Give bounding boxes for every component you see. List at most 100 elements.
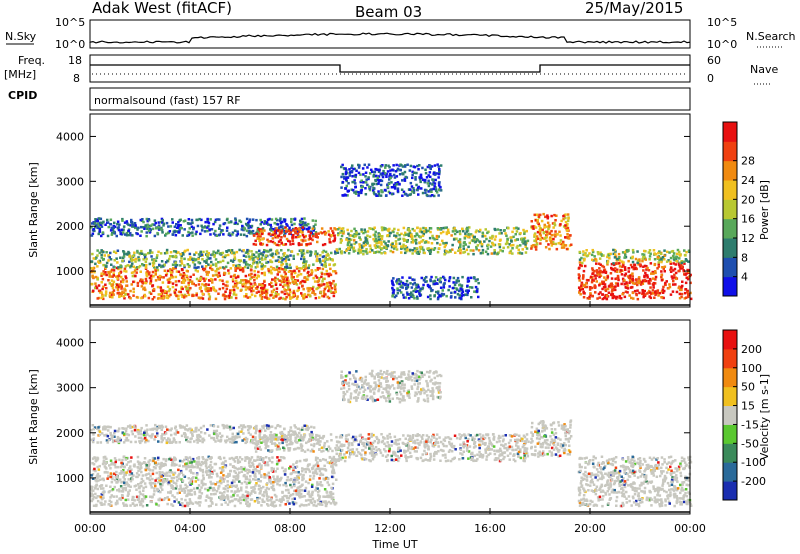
heat-cell xyxy=(539,234,542,237)
heat-cell xyxy=(566,232,569,236)
heat-cell xyxy=(261,459,265,462)
heat-cell xyxy=(427,241,430,244)
heat-cell xyxy=(386,183,389,187)
heat-cell xyxy=(160,465,163,468)
heat-cell xyxy=(284,257,287,261)
heat-cell xyxy=(544,236,547,240)
heat-cell xyxy=(583,292,586,295)
heat-cell xyxy=(265,293,268,297)
heat-cell xyxy=(281,285,285,288)
heat-cell xyxy=(417,286,420,289)
heat-cell xyxy=(273,493,277,497)
heat-cell xyxy=(320,484,324,487)
heat-cell xyxy=(293,222,296,226)
heat-cell xyxy=(448,276,452,279)
heat-cell xyxy=(354,173,358,177)
heat-cell xyxy=(580,286,583,289)
heat-cell xyxy=(290,296,294,299)
heat-cell xyxy=(266,461,269,464)
station-title: Adak West (fitACF) xyxy=(92,0,232,17)
heat-cell xyxy=(404,244,407,248)
heat-cell xyxy=(453,290,457,294)
heat-cell xyxy=(628,278,632,281)
heat-cell xyxy=(295,227,299,231)
heat-cell xyxy=(190,480,194,483)
heat-cell xyxy=(150,486,153,489)
heat-cell xyxy=(307,264,311,267)
heat-cell xyxy=(564,244,568,247)
heat-cell xyxy=(274,295,278,298)
heat-cell xyxy=(199,496,202,500)
heat-cell xyxy=(432,236,435,240)
heat-cell xyxy=(284,272,287,276)
heat-cell xyxy=(173,255,177,259)
heat-cell xyxy=(113,478,117,482)
heat-cell xyxy=(96,222,100,225)
heat-cell xyxy=(285,292,289,295)
heat-cell xyxy=(546,217,549,220)
heat-cell xyxy=(257,255,260,258)
heat-cell xyxy=(286,281,289,285)
heat-cell xyxy=(647,251,651,254)
heat-cell xyxy=(267,471,270,475)
heat-cell xyxy=(132,294,135,297)
heat-cell xyxy=(328,263,331,267)
heat-cell xyxy=(612,252,615,256)
heat-cell xyxy=(227,472,230,476)
heat-cell xyxy=(669,268,672,272)
heat-cell xyxy=(174,261,177,264)
heat-cell xyxy=(182,275,185,278)
heat-cell xyxy=(555,214,558,217)
heat-cell xyxy=(236,478,239,481)
heat-cell xyxy=(91,473,95,476)
heat-cell xyxy=(429,297,432,301)
heat-cell xyxy=(172,487,175,491)
heat-cell xyxy=(537,222,540,226)
heat-cell xyxy=(604,278,608,282)
heat-cell xyxy=(210,497,213,500)
heat-cell xyxy=(548,238,552,241)
heat-cell xyxy=(107,259,110,262)
heat-cell xyxy=(245,234,249,238)
heat-cell xyxy=(316,240,319,244)
heat-cell xyxy=(328,455,332,459)
heat-cell xyxy=(115,286,118,289)
heat-cell xyxy=(407,227,411,231)
heat-cell xyxy=(348,237,351,241)
heat-cell xyxy=(515,230,519,233)
heat-cell xyxy=(648,295,651,298)
date-title: 25/May/2015 xyxy=(585,0,683,17)
heat-cell xyxy=(279,238,282,242)
heat-cell xyxy=(207,465,211,469)
heat-cell xyxy=(401,179,404,182)
heat-cell xyxy=(145,464,148,467)
heat-cell xyxy=(154,259,158,262)
heat-cell xyxy=(181,479,185,482)
heat-cell xyxy=(273,229,277,233)
heat-cell xyxy=(283,220,287,223)
heat-cell xyxy=(409,248,412,252)
heat-cell xyxy=(123,269,126,273)
heat-cell xyxy=(648,255,652,258)
heat-cell xyxy=(244,263,248,266)
heat-cell xyxy=(272,288,276,292)
heat-cell xyxy=(222,487,225,490)
heat-cell xyxy=(143,497,147,500)
heat-cell xyxy=(110,279,114,282)
heat-cell xyxy=(648,291,652,294)
heat-cell xyxy=(205,289,208,293)
heat-cell xyxy=(188,232,192,235)
heat-cell xyxy=(104,500,107,503)
heat-cell xyxy=(631,275,634,278)
heat-cell xyxy=(402,226,406,230)
heat-cell xyxy=(200,253,204,256)
heat-cell xyxy=(199,232,202,236)
heat-cell xyxy=(631,291,635,295)
heat-cell xyxy=(307,226,311,229)
heat-cell xyxy=(317,467,320,470)
heat-cell xyxy=(369,172,372,175)
heat-cell xyxy=(327,254,330,257)
heat-cell xyxy=(140,462,143,465)
heat-cell xyxy=(218,491,222,494)
heat-cell xyxy=(309,242,312,245)
